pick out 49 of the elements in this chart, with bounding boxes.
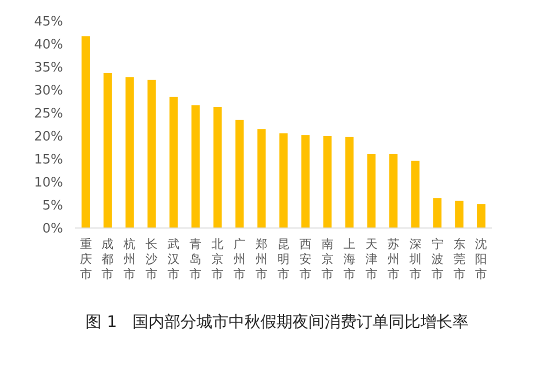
x-tick-label: 杭州市 — [122, 237, 136, 281]
y-tick-label: 10% — [34, 176, 63, 191]
x-tick-label: 重庆市 — [80, 237, 92, 281]
bar — [279, 133, 288, 228]
bar — [389, 154, 398, 228]
y-tick-label: 20% — [34, 130, 63, 145]
y-tick-label: 40% — [34, 38, 63, 53]
bar — [148, 80, 156, 228]
x-tick-label: 西安市 — [299, 237, 312, 281]
bar — [169, 96, 178, 228]
x-tick-label: 宁波市 — [431, 237, 444, 281]
x-tick-label: 昆明市 — [278, 237, 290, 281]
bar — [126, 77, 134, 228]
x-tick-label: 武汉市 — [168, 237, 180, 281]
bar — [235, 120, 244, 228]
bar — [257, 129, 266, 228]
x-tick-label: 郑州市 — [256, 237, 268, 281]
bar — [213, 107, 222, 228]
y-tick-label: 15% — [34, 152, 63, 168]
bar — [82, 36, 90, 228]
bar — [345, 136, 354, 228]
x-tick-label: 青岛市 — [190, 237, 202, 281]
x-tick-label: 成都市 — [102, 237, 114, 281]
bar — [477, 204, 486, 228]
y-tick-label: 30% — [34, 84, 63, 99]
y-tick-label: 5% — [42, 198, 63, 214]
bar — [191, 105, 200, 228]
y-tick-label: 35% — [34, 60, 63, 76]
bar — [367, 154, 376, 228]
x-tick-label: 广州市 — [234, 237, 246, 281]
y-tick-label: 0% — [42, 222, 63, 237]
text: 图 1 国内部分城市中秋假期夜间消费订单同比增长率 — [86, 312, 468, 331]
y-tick-label: 25% — [34, 106, 63, 122]
bar — [411, 160, 420, 228]
x-tick-label: 深圳市 — [408, 237, 422, 281]
x-tick-label: 北京市 — [212, 237, 224, 281]
x-tick-label: 苏州市 — [387, 237, 400, 281]
x-tick-label: 东莞市 — [453, 237, 466, 281]
x-tick-label: 沈阳市 — [475, 237, 488, 281]
y-tick-label: 45% — [34, 14, 63, 30]
x-tick-label: 上海市 — [343, 237, 356, 281]
bar — [301, 135, 310, 228]
bar — [455, 200, 464, 228]
x-tick-label: 天津市 — [365, 237, 378, 281]
x-tick-label: 南京市 — [321, 237, 334, 281]
x-tick-label: 长沙市 — [146, 237, 158, 281]
bar — [323, 136, 332, 228]
bar — [104, 72, 112, 228]
bar — [433, 198, 442, 228]
